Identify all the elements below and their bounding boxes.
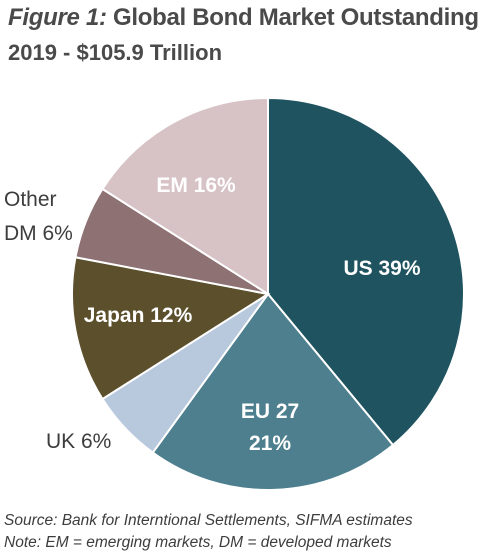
pie-slices — [71, 96, 465, 491]
figure-label: Figure 1: — [8, 4, 107, 31]
pie-slice-em — [101, 96, 269, 296]
source-note: Source: Bank for Interntional Settlement… — [4, 512, 413, 529]
label-other-line2: DM 6% — [4, 222, 73, 245]
label-em: EM 16% — [156, 174, 236, 197]
chart-subtitle: 2019 - $105.9 Trillion — [8, 40, 223, 65]
label-japan: Japan 12% — [84, 304, 193, 327]
label-uk: UK 6% — [46, 430, 111, 453]
label-other-line1: Other — [4, 188, 57, 211]
label-us: US 39% — [343, 257, 420, 280]
title-text: Global Bond Market Outstanding — [113, 4, 479, 31]
definitions-note: Note: EM = emerging markets, DM = develo… — [4, 534, 392, 551]
label-eu-line1: EU 27 — [241, 400, 299, 423]
chart-title: Figure 1: Global Bond Market Outstanding — [8, 4, 479, 32]
pie-slice-us — [267, 96, 465, 447]
pie-slice-eu-27 — [151, 292, 395, 491]
label-eu-line2: 21% — [249, 432, 291, 455]
pie-slice-japan — [71, 256, 271, 401]
